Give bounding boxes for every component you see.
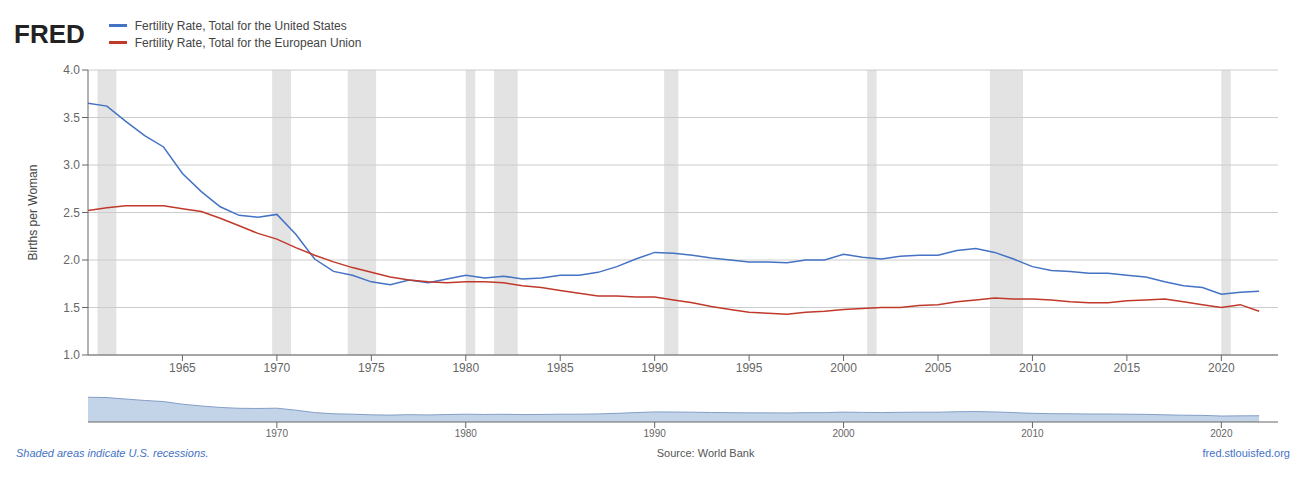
svg-text:1975: 1975: [358, 361, 385, 375]
svg-text:1995: 1995: [736, 361, 763, 375]
svg-text:2020: 2020: [1210, 428, 1233, 439]
svg-text:1990: 1990: [641, 361, 668, 375]
svg-text:1.5: 1.5: [63, 301, 80, 315]
svg-text:2005: 2005: [925, 361, 952, 375]
svg-text:1985: 1985: [547, 361, 574, 375]
svg-text:1990: 1990: [644, 428, 667, 439]
svg-text:1980: 1980: [455, 428, 478, 439]
svg-text:4.0: 4.0: [63, 63, 80, 77]
svg-text:2000: 2000: [830, 361, 857, 375]
svg-text:2.5: 2.5: [63, 206, 80, 220]
svg-text:2015: 2015: [1114, 361, 1141, 375]
svg-text:1970: 1970: [266, 428, 289, 439]
svg-text:1.0: 1.0: [63, 348, 80, 362]
svg-text:1980: 1980: [452, 361, 479, 375]
svg-text:1965: 1965: [169, 361, 196, 375]
html-text:Source: World Bank: Source: World Bank: [656, 447, 755, 459]
svg-text:2.0: 2.0: [63, 253, 80, 267]
html-text:Fertility Rate, Total for the: Fertility Rate, Total for the United Sta…: [134, 18, 347, 33]
svg-text:Births per Woman: Births per Woman: [26, 165, 40, 261]
svg-text:3.5: 3.5: [63, 111, 80, 125]
svg-text:1970: 1970: [264, 361, 291, 375]
html-text:Fertility Rate, Total for the: Fertility Rate, Total for the European U…: [134, 35, 362, 50]
svg-text:2000: 2000: [832, 428, 855, 439]
html-text:fred.stlouisfed.org: fred.stlouisfed.org: [1202, 447, 1290, 459]
svg-text:2010: 2010: [1019, 361, 1046, 375]
svg-text:2010: 2010: [1021, 428, 1044, 439]
svg-text:3.0: 3.0: [63, 158, 80, 172]
svg-text:2020: 2020: [1208, 361, 1235, 375]
html-text:Shaded areas indicate U.S. rec: Shaded areas indicate U.S. recessions.: [16, 447, 209, 459]
html-text:FRED: FRED: [14, 18, 85, 49]
